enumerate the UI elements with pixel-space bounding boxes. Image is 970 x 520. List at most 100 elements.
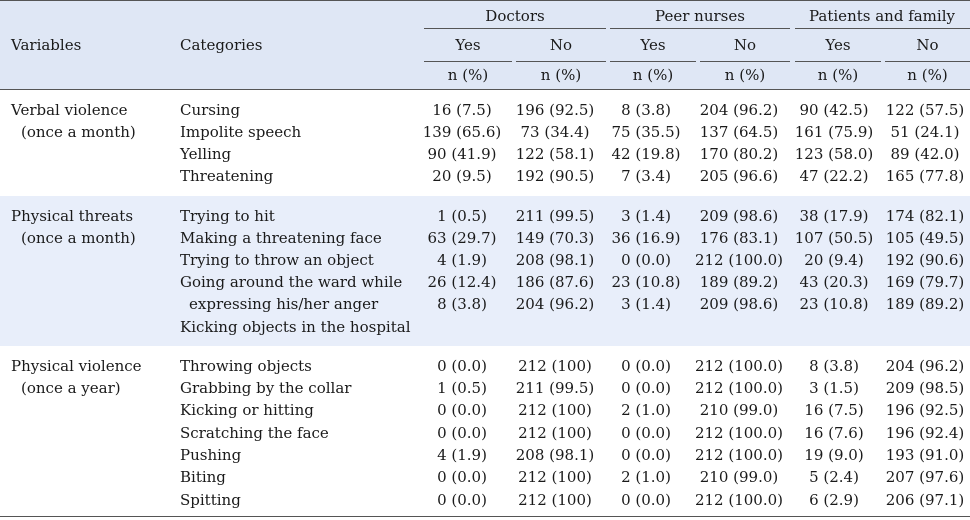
- group-peer-nurses: Peer nurses: [655, 7, 745, 25]
- section-period: (once a month): [21, 123, 136, 141]
- cell: 5 (2.4): [809, 468, 859, 486]
- cell: 4 (1.9): [437, 251, 487, 269]
- cell: 192 (90.5): [515, 167, 595, 185]
- cell: 210 (99.0): [699, 401, 779, 419]
- section-band-physical-threats: [0, 196, 970, 346]
- cell: 105 (49.5): [885, 229, 965, 247]
- cell: 0 (0.0): [437, 357, 487, 375]
- sub-rule-1: [424, 61, 512, 62]
- cell: 139 (65.6): [422, 123, 502, 141]
- header-categories: Categories: [180, 36, 263, 54]
- cell: 186 (87.6): [515, 273, 595, 291]
- cell: 122 (58.1): [515, 145, 595, 163]
- cell: 170 (80.2): [699, 145, 779, 163]
- cell: 209 (98.6): [699, 295, 779, 313]
- yes-patients: Yes: [825, 36, 851, 54]
- section-period: (once a year): [21, 379, 121, 397]
- sub-rule-3: [610, 61, 696, 62]
- cell: 209 (98.6): [699, 207, 779, 225]
- cell: 42 (19.8): [611, 145, 681, 163]
- sub-rule-6: [885, 61, 970, 62]
- row-category: Trying to hit: [180, 207, 275, 225]
- npct-4: n (%): [724, 66, 766, 84]
- cell: 0 (0.0): [621, 491, 671, 509]
- cell: 212 (100): [518, 468, 592, 486]
- sub-rule-2: [516, 61, 606, 62]
- cell: 211 (99.5): [515, 379, 595, 397]
- cell: 1 (0.5): [437, 379, 487, 397]
- cell: 20 (9.4): [804, 251, 864, 269]
- cell: 6 (2.9): [809, 491, 859, 509]
- cell: 89 (42.0): [890, 145, 960, 163]
- cell: 193 (91.0): [885, 446, 965, 464]
- cell: 176 (83.1): [699, 229, 779, 247]
- cell: 3 (1.5): [809, 379, 859, 397]
- cell: 174 (82.1): [885, 207, 965, 225]
- npct-3: n (%): [632, 66, 674, 84]
- cell: 212 (100.0): [694, 251, 784, 269]
- cell: 196 (92.5): [515, 101, 595, 119]
- row-category: expressing his/her anger: [189, 295, 379, 313]
- header-variables: Variables: [11, 36, 82, 54]
- cell: 208 (98.1): [515, 446, 595, 464]
- cell: 0 (0.0): [621, 357, 671, 375]
- cell: 47 (22.2): [799, 167, 869, 185]
- cell: 189 (89.2): [885, 295, 965, 313]
- cell: 204 (96.2): [885, 357, 965, 375]
- cell: 26 (12.4): [427, 273, 497, 291]
- row-category: Pushing: [180, 446, 242, 464]
- cell: 212 (100): [518, 401, 592, 419]
- cell: 2 (1.0): [621, 468, 671, 486]
- cell: 8 (3.8): [621, 101, 671, 119]
- cell: 16 (7.6): [804, 424, 864, 442]
- cell: 0 (0.0): [437, 401, 487, 419]
- table-header: [0, 0, 970, 90]
- group-doctors: Doctors: [485, 7, 545, 25]
- section-period: (once a month): [21, 229, 136, 247]
- cell: 73 (34.4): [520, 123, 590, 141]
- cell: 8 (3.8): [437, 295, 487, 313]
- cell: 196 (92.4): [885, 424, 965, 442]
- cell: 212 (100): [518, 491, 592, 509]
- cell: 3 (1.4): [621, 295, 671, 313]
- cell: 4 (1.9): [437, 446, 487, 464]
- section-name: Verbal violence: [11, 101, 128, 119]
- section-name: Physical threats: [11, 207, 134, 225]
- cell: 212 (100): [518, 357, 592, 375]
- cell: 0 (0.0): [621, 379, 671, 397]
- sub-rule-4: [700, 61, 790, 62]
- group-patients-family: Patients and family: [809, 7, 955, 25]
- npct-2: n (%): [540, 66, 582, 84]
- cell: 36 (16.9): [611, 229, 681, 247]
- cell: 16 (7.5): [432, 101, 492, 119]
- row-category: Impolite speech: [180, 123, 302, 141]
- row-category: Throwing objects: [180, 357, 312, 375]
- cell: 107 (50.5): [794, 229, 874, 247]
- cell: 208 (98.1): [515, 251, 595, 269]
- npct-5: n (%): [817, 66, 859, 84]
- cell: 0 (0.0): [621, 424, 671, 442]
- cell: 189 (89.2): [699, 273, 779, 291]
- cell: 205 (96.6): [699, 167, 779, 185]
- row-category: Making a threatening face: [180, 229, 382, 247]
- row-category: Yelling: [180, 145, 232, 163]
- cell: 212 (100.0): [694, 379, 784, 397]
- no-peer: No: [733, 36, 757, 54]
- cell: 211 (99.5): [515, 207, 595, 225]
- row-category: Threatening: [180, 167, 274, 185]
- cell: 207 (97.6): [885, 468, 965, 486]
- cell: 16 (7.5): [804, 401, 864, 419]
- cell: 212 (100.0): [694, 424, 784, 442]
- cell: 19 (9.0): [804, 446, 864, 464]
- cell: 169 (79.7): [885, 273, 965, 291]
- row-category: Biting: [180, 468, 226, 486]
- cell: 23 (10.8): [799, 295, 869, 313]
- cell: 204 (96.2): [515, 295, 595, 313]
- cell: 206 (97.1): [885, 491, 965, 509]
- cell: 23 (10.8): [611, 273, 681, 291]
- npct-1: n (%): [447, 66, 489, 84]
- cell: 0 (0.0): [437, 424, 487, 442]
- row-category: Scratching the face: [180, 424, 329, 442]
- cell: 137 (64.5): [699, 123, 779, 141]
